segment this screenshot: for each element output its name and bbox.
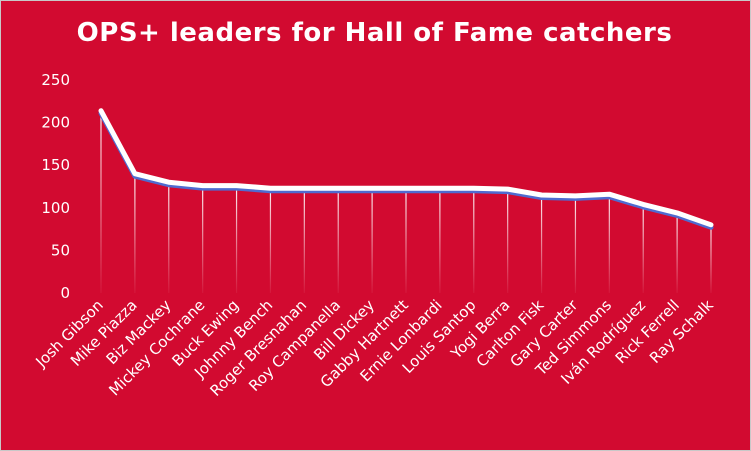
y-tick-label: 250 bbox=[41, 71, 70, 89]
data-point bbox=[100, 110, 102, 112]
data-point bbox=[608, 193, 610, 195]
y-tick-label: 100 bbox=[41, 199, 70, 217]
data-point bbox=[303, 187, 305, 189]
data-point bbox=[439, 187, 441, 189]
drop-line bbox=[100, 110, 102, 293]
chart-title: OPS+ leaders for Hall of Fame catchers bbox=[76, 18, 673, 48]
data-point bbox=[710, 224, 712, 226]
drop-line bbox=[202, 185, 204, 293]
drop-line bbox=[168, 182, 170, 293]
data-point bbox=[202, 185, 204, 187]
drop-line bbox=[507, 189, 509, 293]
drop-line bbox=[540, 195, 543, 293]
data-point bbox=[574, 195, 576, 197]
drop-line bbox=[676, 212, 678, 293]
drop-line bbox=[405, 188, 407, 293]
data-point bbox=[676, 212, 678, 214]
series-line bbox=[98, 108, 714, 230]
data-point bbox=[269, 187, 271, 189]
data-point bbox=[371, 187, 373, 189]
drop-line bbox=[371, 188, 373, 293]
drop-line bbox=[235, 185, 238, 293]
drop-line bbox=[303, 188, 305, 293]
y-axis: 0 50 100 150 200 250 bbox=[41, 71, 70, 302]
y-tick-label: 50 bbox=[51, 241, 70, 259]
data-point bbox=[405, 187, 407, 189]
drop-line bbox=[439, 188, 441, 293]
y-tick-label: 0 bbox=[60, 284, 70, 302]
drop-lines bbox=[100, 110, 712, 293]
drop-line bbox=[608, 194, 610, 293]
drop-line bbox=[473, 188, 475, 293]
drop-line bbox=[134, 173, 136, 293]
y-tick-label: 150 bbox=[41, 156, 70, 174]
data-point bbox=[642, 203, 644, 205]
data-point bbox=[473, 187, 475, 189]
data-point bbox=[236, 185, 238, 187]
drop-line bbox=[710, 224, 712, 293]
drop-line bbox=[269, 188, 272, 293]
data-point bbox=[541, 194, 543, 196]
data-point bbox=[168, 181, 170, 183]
drop-line bbox=[337, 188, 339, 293]
data-point bbox=[337, 187, 339, 189]
y-tick-label: 200 bbox=[41, 114, 70, 132]
drop-line bbox=[642, 204, 644, 293]
data-point bbox=[507, 188, 509, 190]
data-point bbox=[134, 173, 136, 175]
drop-line bbox=[574, 195, 577, 293]
